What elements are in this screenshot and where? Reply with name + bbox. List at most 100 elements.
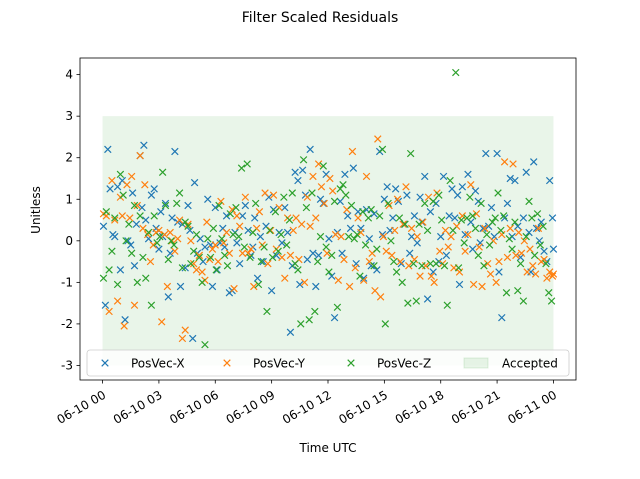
data-point bbox=[130, 301, 139, 309]
data-point bbox=[314, 251, 323, 260]
data-point bbox=[272, 251, 281, 260]
data-point bbox=[548, 214, 557, 222]
data-point bbox=[153, 239, 161, 247]
data-point bbox=[373, 266, 381, 274]
data-point bbox=[319, 162, 328, 170]
data-point bbox=[285, 216, 294, 224]
data-point bbox=[506, 174, 514, 183]
data-point bbox=[471, 187, 480, 195]
data-point bbox=[217, 197, 225, 206]
data-point bbox=[364, 214, 373, 222]
data-point bbox=[371, 286, 379, 295]
data-point bbox=[340, 255, 348, 264]
data-point bbox=[381, 320, 390, 328]
data-point bbox=[448, 185, 456, 193]
data-point bbox=[503, 199, 512, 208]
data-point bbox=[494, 189, 502, 197]
data-point bbox=[168, 214, 176, 222]
data-point bbox=[280, 193, 288, 201]
data-point bbox=[446, 176, 454, 185]
data-point bbox=[362, 172, 371, 181]
data-point bbox=[181, 218, 189, 226]
data-point bbox=[256, 232, 265, 241]
data-point bbox=[413, 232, 421, 241]
data-point bbox=[120, 322, 128, 330]
data-point bbox=[173, 199, 181, 208]
data-point bbox=[349, 164, 358, 172]
y-tick-label: -2 bbox=[61, 317, 73, 331]
data-point bbox=[533, 210, 542, 218]
data-point bbox=[325, 268, 333, 276]
data-point bbox=[416, 193, 424, 201]
data-point bbox=[326, 174, 334, 183]
data-point bbox=[313, 257, 322, 266]
data-point bbox=[122, 237, 130, 245]
data-point bbox=[394, 197, 403, 206]
data-point bbox=[250, 282, 258, 291]
data-point bbox=[198, 278, 206, 287]
data-point bbox=[260, 243, 268, 251]
legend-marker bbox=[347, 359, 355, 367]
data-point bbox=[175, 189, 184, 197]
data-point bbox=[266, 226, 275, 235]
data-point bbox=[437, 216, 446, 224]
data-point bbox=[348, 147, 357, 156]
data-point bbox=[192, 230, 201, 239]
data-point bbox=[143, 230, 152, 239]
data-point bbox=[144, 228, 153, 237]
data-point bbox=[472, 210, 481, 218]
data-point bbox=[449, 226, 457, 235]
data-point bbox=[99, 274, 108, 282]
data-point bbox=[235, 259, 244, 268]
data-point bbox=[317, 183, 326, 191]
data-point bbox=[205, 255, 214, 264]
chart-title: Filter Scaled Residuals bbox=[242, 10, 399, 26]
data-point bbox=[201, 243, 209, 251]
data-point bbox=[334, 276, 343, 285]
legend-label: PosVec-Y bbox=[253, 357, 306, 371]
data-point bbox=[336, 197, 344, 206]
data-point bbox=[228, 205, 236, 214]
data-point bbox=[406, 149, 415, 158]
data-point bbox=[175, 216, 184, 224]
data-point bbox=[157, 208, 165, 216]
data-point bbox=[346, 224, 355, 233]
data-point bbox=[351, 264, 359, 272]
data-point bbox=[532, 224, 541, 233]
data-point bbox=[311, 307, 319, 316]
data-point bbox=[426, 259, 435, 268]
data-point bbox=[186, 226, 194, 235]
data-point bbox=[389, 214, 397, 222]
data-point bbox=[397, 259, 405, 268]
data-point bbox=[116, 170, 125, 179]
legend-marker bbox=[101, 359, 109, 367]
data-point bbox=[467, 180, 475, 189]
data-point bbox=[497, 226, 505, 235]
data-point bbox=[142, 274, 150, 282]
data-point bbox=[384, 199, 392, 208]
data-point bbox=[499, 212, 508, 220]
data-point bbox=[267, 286, 276, 295]
data-point bbox=[506, 224, 514, 233]
data-point bbox=[488, 218, 497, 226]
data-point bbox=[204, 195, 212, 203]
data-point bbox=[439, 172, 448, 181]
data-point bbox=[277, 230, 285, 239]
data-point bbox=[314, 160, 323, 168]
data-point bbox=[139, 224, 147, 233]
legend-label: PosVec-Z bbox=[377, 357, 431, 371]
data-point bbox=[545, 176, 554, 185]
data-point bbox=[441, 226, 450, 235]
data-point bbox=[443, 301, 452, 309]
data-point bbox=[312, 282, 320, 291]
legend: PosVec-X PosVec-Y PosVec-Z Accepted bbox=[86, 349, 570, 377]
data-point bbox=[173, 235, 182, 243]
data-point bbox=[316, 232, 325, 241]
data-point bbox=[396, 257, 405, 266]
data-point bbox=[416, 272, 424, 280]
data-point bbox=[359, 208, 367, 216]
data-point bbox=[233, 239, 241, 247]
data-point bbox=[111, 216, 119, 224]
data-point bbox=[445, 212, 453, 220]
data-point bbox=[247, 245, 255, 253]
